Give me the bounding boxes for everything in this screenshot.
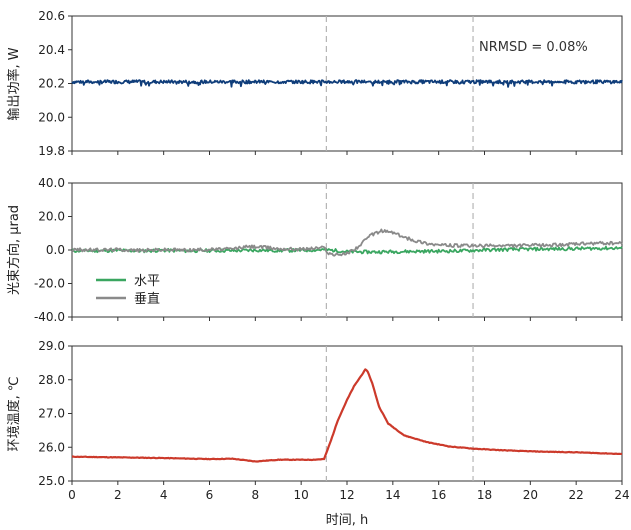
legend-label-horizontal: 水平: [134, 274, 160, 289]
y-tick-label: 28.0: [38, 373, 65, 387]
x-tick-label: 16: [431, 488, 446, 502]
y-tick-label: 20.0: [38, 210, 65, 224]
y-tick-label: 29.0: [38, 339, 65, 353]
x-tick-label: 6: [206, 488, 214, 502]
series-line-1-1: [71, 228, 623, 257]
x-tick-label: 14: [385, 488, 400, 502]
panel-top-frame: [71, 15, 623, 152]
series-line-0-0: [71, 79, 623, 88]
legend: 水平 垂直: [96, 274, 160, 307]
ylabel-middle: 光束方向, μrad: [6, 205, 22, 295]
x-tick-label: 8: [252, 488, 260, 502]
x-tick-label: 4: [160, 488, 168, 502]
y-tick-label: 20.2: [38, 77, 65, 91]
x-tick-label: 2: [114, 488, 122, 502]
x-tick-label: 12: [339, 488, 354, 502]
x-tick-label: 22: [569, 488, 584, 502]
y-tick-label: 25.0: [38, 474, 65, 488]
x-tick-label: 0: [68, 488, 76, 502]
y-tick-label: 27.0: [38, 407, 65, 421]
y-tick-label: 40.0: [38, 176, 65, 190]
y-tick-label: -20.0: [34, 277, 65, 291]
y-tick-label: 20.0: [38, 110, 65, 124]
y-tick-label: 19.8: [38, 144, 65, 158]
panel-bottom-frame: [71, 345, 623, 482]
x-tick-label: 24: [614, 488, 629, 502]
y-tick-label: 26.0: [38, 440, 65, 454]
nrmsd-annotation: NRMSD = 0.08%: [479, 40, 588, 55]
legend-label-vertical: 垂直: [134, 292, 160, 307]
series-line-2-0: [71, 368, 623, 463]
y-tick-label: 20.4: [38, 43, 65, 57]
y-tick-label: 20.6: [38, 9, 65, 23]
y-tick-label: -40.0: [34, 310, 65, 324]
x-tick-label: 10: [294, 488, 309, 502]
x-tick-label: 20: [523, 488, 538, 502]
ylabel-top: 输出功率, W: [6, 47, 22, 120]
ylabel-bottom: 环境温度, ℃: [6, 377, 22, 452]
x-tick-label: 18: [477, 488, 492, 502]
y-tick-label: 0.0: [46, 243, 65, 257]
xlabel: 时间, h: [326, 513, 369, 528]
